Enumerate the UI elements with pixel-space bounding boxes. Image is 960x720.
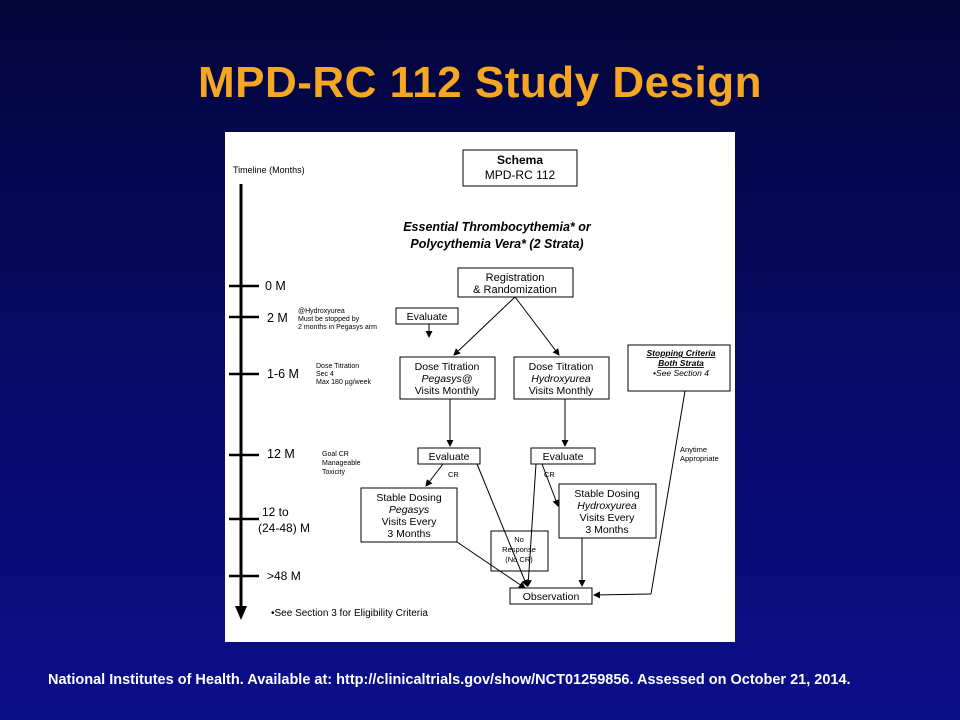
hydroxyurea-titration-label: Dose Titration (529, 361, 594, 373)
hydroxyurea-stable-label: 3 Months (585, 524, 628, 536)
hydroxyurea-stable-label: Hydroxyurea (577, 500, 637, 512)
slide-title: MPD-RC 112 Study Design (197, 58, 763, 107)
evaluate-box (417, 447, 481, 465)
schema-label: MPD-RC 112 (485, 168, 556, 182)
observation-box (509, 587, 593, 605)
population-heading: Essential Thrombocythemia* or (403, 220, 592, 234)
schema-box (462, 149, 578, 187)
anytime-note: Anytime (680, 445, 707, 454)
no-response-label: (No CR) (505, 555, 533, 564)
study-schema-diagram: Timeline (Months) 0 M 2 M 1-6 M 12 M 12 … (229, 149, 731, 620)
anytime-note: Appropriate (680, 454, 719, 463)
no-response-label: Response (502, 545, 536, 554)
evaluate-box (395, 307, 459, 325)
flow-arrow (593, 591, 652, 599)
goal-note: Toxicity (322, 469, 345, 476)
stopping-criteria-label: •See Section 4 (653, 368, 709, 378)
registration-label: Registration (486, 272, 545, 284)
population-heading: Polycythemia Vera* (2 Strata) (410, 237, 583, 251)
time-point-label: 12 to (262, 505, 289, 519)
schema-label: Schema (497, 153, 543, 167)
evaluate-label: Evaluate (407, 311, 448, 323)
titration-note: Max 180 µg/week (316, 379, 372, 386)
time-point-label: 12 M (267, 447, 295, 461)
hydroxyurea-note: Must be stopped by (298, 316, 360, 323)
hydroxyurea-stable-box (558, 483, 657, 539)
timeline-label: Timeline (Months) (233, 165, 305, 175)
pegasys-titration-box (399, 356, 496, 400)
pegasys-stable-label: Pegasys (389, 504, 430, 516)
stopping-criteria-box (627, 344, 731, 392)
pegasys-stable-label: Visits Every (382, 516, 437, 528)
stopping-criteria-label: Both Strata (658, 358, 704, 368)
observation-label: Observation (523, 591, 580, 603)
pegasys-titration-label: Visits Monthly (415, 385, 480, 397)
flow-arrow (524, 463, 537, 587)
no-response-box (490, 530, 549, 572)
hydroxyurea-note: 2 months in Pegasys arm (298, 324, 377, 331)
flow-arrow (514, 296, 560, 356)
evaluate-label: Evaluate (429, 451, 470, 463)
flow-arrow (425, 463, 444, 487)
goal-note: Manageable (322, 460, 361, 467)
flow-arrow (456, 541, 526, 589)
timeline-arrow-icon (235, 606, 247, 620)
cr-label: CR (544, 470, 555, 479)
pegasys-stable-box (360, 487, 458, 543)
flow-arrow (650, 390, 686, 595)
evaluate-label: Evaluate (543, 451, 584, 463)
pegasys-stable-label: 3 Months (387, 528, 430, 540)
time-point-label: 2 M (267, 311, 288, 325)
hydroxyurea-titration-label: Hydroxyurea (531, 373, 591, 385)
time-point-label: >48 M (267, 569, 301, 583)
registration-box (457, 267, 574, 298)
flow-connectors (425, 296, 686, 599)
time-point-label: 1-6 M (267, 367, 299, 381)
stopping-criteria-label: Stopping Criteria (647, 348, 716, 358)
evaluate-box (530, 447, 596, 465)
cr-label: CR (448, 470, 459, 479)
titration-note: Sec 4 (316, 371, 334, 378)
goal-note: Goal CR (322, 451, 349, 458)
pegasys-titration-label: Pegasys@ (422, 373, 473, 385)
no-response-label: No (514, 535, 524, 544)
eligibility-note: •See Section 3 for Eligibility Criteria (271, 608, 428, 619)
citation-text: National Institutes of Health. Available… (48, 672, 851, 688)
study-schema-figure: Timeline (Months) 0 M 2 M 1-6 M 12 M 12 … (225, 132, 735, 642)
hydroxyurea-stable-label: Visits Every (580, 512, 635, 524)
pegasys-titration-label: Dose Titration (415, 361, 480, 373)
registration-label: & Randomization (473, 284, 557, 296)
hydroxyurea-stable-label: Stable Dosing (574, 488, 640, 500)
flow-arrow (541, 463, 560, 507)
hydroxyurea-note: @Hydroxyurea (298, 308, 345, 315)
time-point-label: 0 M (265, 279, 286, 293)
flow-arrow (453, 296, 516, 356)
hydroxyurea-titration-box (513, 356, 610, 400)
flow-arrow (476, 463, 528, 587)
time-point-label: (24-48) M (258, 521, 310, 535)
pegasys-stable-label: Stable Dosing (376, 492, 442, 504)
hydroxyurea-titration-label: Visits Monthly (529, 385, 594, 397)
titration-note: Dose Titration (316, 363, 359, 370)
